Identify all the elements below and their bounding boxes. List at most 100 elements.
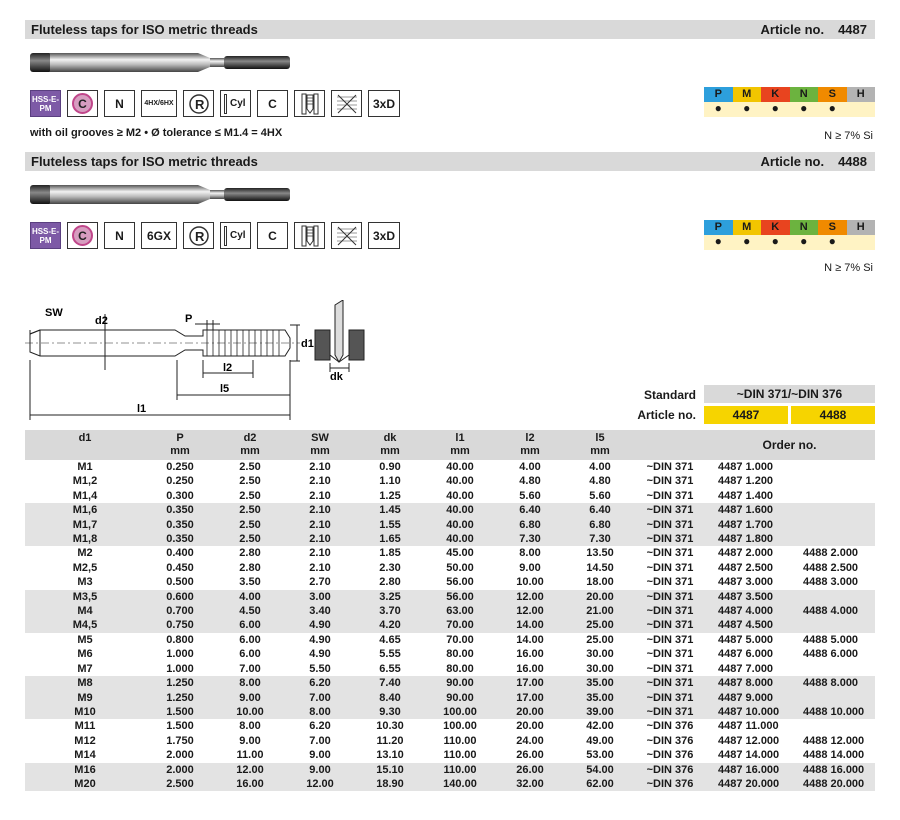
- table-cell: 4.65: [379, 633, 401, 646]
- no-through-hole-icon: [331, 222, 362, 249]
- table-cell: 15.10: [355, 762, 425, 777]
- order-no-4487: 4487 16.000: [704, 762, 791, 777]
- order-no-4487: 4487 3.000: [718, 576, 774, 589]
- table-cell: 40.00: [425, 503, 495, 518]
- table-cell: 1.45: [355, 503, 425, 518]
- table-cell: 2.500: [145, 776, 215, 792]
- table-cell: 0.250: [166, 461, 194, 473]
- column-header: dk mm: [355, 430, 425, 460]
- table-row: M1,7 0.350 2.50 2.10 1.55 40.00 6.80 6.80 ~DIN 3…: [25, 517, 705, 533]
- table-cell: 7.30: [565, 532, 635, 547]
- table-cell: 6.00: [215, 618, 285, 633]
- standard-label: Standard: [643, 388, 696, 402]
- table-cell: M11: [74, 720, 96, 733]
- table-cell: 45.00: [446, 547, 474, 560]
- table-cell: 6.80: [565, 517, 635, 533]
- column-name: d2: [243, 432, 257, 444]
- table-cell: 7.00: [285, 690, 355, 705]
- property-icons-4487: HSS-E-PM C N 4HX/6HX R Cyl C 3xD: [30, 90, 400, 117]
- table-cell: 80.00: [446, 662, 474, 675]
- table-cell: M5: [77, 633, 93, 646]
- hss-e-pm-icon: HSS-E-PM: [30, 90, 61, 117]
- dot-s: ●: [818, 102, 847, 117]
- table-cell: 110.00: [443, 734, 477, 747]
- column-unit: mm: [170, 445, 190, 457]
- table-cell: 12.00: [215, 762, 285, 777]
- table-cell: 0.750: [145, 618, 215, 633]
- dot-n: ●: [789, 235, 818, 250]
- table-cell: 2.50: [215, 532, 285, 547]
- order-no-4488: 4488 5.000: [803, 633, 859, 646]
- table-cell: 8.00: [215, 676, 285, 691]
- table-cell: 10.30: [376, 720, 404, 733]
- order-row: 4487 1.800: [704, 532, 875, 547]
- order-row: 4487 16.000 4488 16.000: [704, 762, 875, 777]
- table-cell: M1: [77, 461, 93, 473]
- table-cell: 16.00: [516, 662, 544, 675]
- table-row: M1,8 0.350 2.50 2.10 1.65 40.00 7.30 7.30 ~DIN 3…: [25, 532, 705, 547]
- order-no-4487: 4487 1.700: [704, 517, 791, 533]
- order-no-4488: [791, 719, 875, 733]
- table-cell: 2.10: [309, 489, 331, 502]
- table-cell: 14.00: [495, 618, 565, 633]
- table-cell: 13.50: [586, 547, 614, 560]
- table-cell: 4.90: [285, 618, 355, 633]
- dot-m: ●: [732, 235, 761, 250]
- table-cell: ~DIN 371: [635, 604, 705, 619]
- table-cell: ~DIN 371: [646, 662, 694, 675]
- material-n: N: [789, 220, 818, 235]
- order-no-4487: 4487 10.000: [704, 704, 791, 720]
- subtitle-oil-grooves: with oil grooves ≥ M2 • Ø tolerance ≤ M1…: [30, 127, 283, 139]
- table-cell: 140.00: [425, 776, 495, 792]
- table-cell: 2.10: [285, 532, 355, 547]
- order-no-4488: 4488 20.000: [791, 776, 875, 792]
- table-cell: 110.00: [425, 762, 495, 777]
- table-cell: 0.400: [166, 547, 194, 560]
- table-cell: M3: [77, 576, 93, 589]
- label-l1: l1: [137, 403, 146, 415]
- order-no-4488: 4488 16.000: [791, 762, 875, 777]
- order-no-4488: 4488 2.500: [803, 561, 859, 574]
- table-cell: 1.000: [166, 648, 194, 661]
- table-cell: 40.00: [446, 461, 474, 473]
- table-cell: 110.00: [443, 749, 477, 762]
- depth-3xd-icon: 3xD: [368, 90, 400, 117]
- material-k: K: [761, 87, 790, 102]
- table-cell: M10: [25, 704, 145, 720]
- order-no-4488: [791, 662, 875, 676]
- order-row: 4487 20.000 4488 20.000: [704, 776, 875, 792]
- order-no-4487: 4487 1.000: [718, 461, 774, 473]
- table-cell: ~DIN 371: [646, 489, 694, 502]
- no-through-hole-icon: [331, 90, 362, 117]
- order-no-4487: 4487 1.800: [704, 532, 791, 547]
- order-no-4488: 4488 4.000: [791, 604, 875, 619]
- order-row: 4487 4.500: [704, 618, 875, 633]
- table-cell: 17.00: [495, 690, 565, 705]
- order-no-4488: 4488 14.000: [803, 749, 865, 762]
- order-row: 4487 2.000 4488 2.000: [704, 546, 875, 560]
- order-row: 4487 4.000 4488 4.000: [704, 604, 875, 619]
- table-cell: ~DIN 371: [635, 532, 705, 547]
- table-row: M11 1.500 8.00 6.20 10.30 100.00 20.00 42.00 ~DI…: [25, 719, 705, 733]
- dot-k: ●: [761, 102, 790, 117]
- table-cell: 6.20: [309, 720, 331, 733]
- table-cell: 25.00: [565, 618, 635, 633]
- table-cell: M4,5: [25, 618, 145, 633]
- table-cell: ~DIN 371: [646, 561, 694, 574]
- tap-tool-image: [30, 185, 290, 204]
- tap-tool-image: [30, 53, 290, 72]
- depth-3xd-icon: 3xD: [368, 222, 400, 249]
- table-cell: 8.00: [285, 704, 355, 720]
- coating-c-icon: C: [67, 90, 98, 117]
- table-cell: M6: [77, 648, 93, 661]
- column-unit: mm: [520, 445, 540, 457]
- table-cell: 16.00: [516, 648, 544, 661]
- table-cell: 70.00: [446, 633, 474, 646]
- table-cell: 56.00: [446, 576, 474, 589]
- order-no-4487: 4487 5.000: [718, 633, 774, 646]
- table-cell: 20.00: [516, 720, 544, 733]
- table-cell: 0.350: [145, 503, 215, 518]
- table-cell: ~DIN 371: [646, 576, 694, 589]
- table-cell: 100.00: [443, 720, 477, 733]
- table-cell: 42.00: [586, 720, 614, 733]
